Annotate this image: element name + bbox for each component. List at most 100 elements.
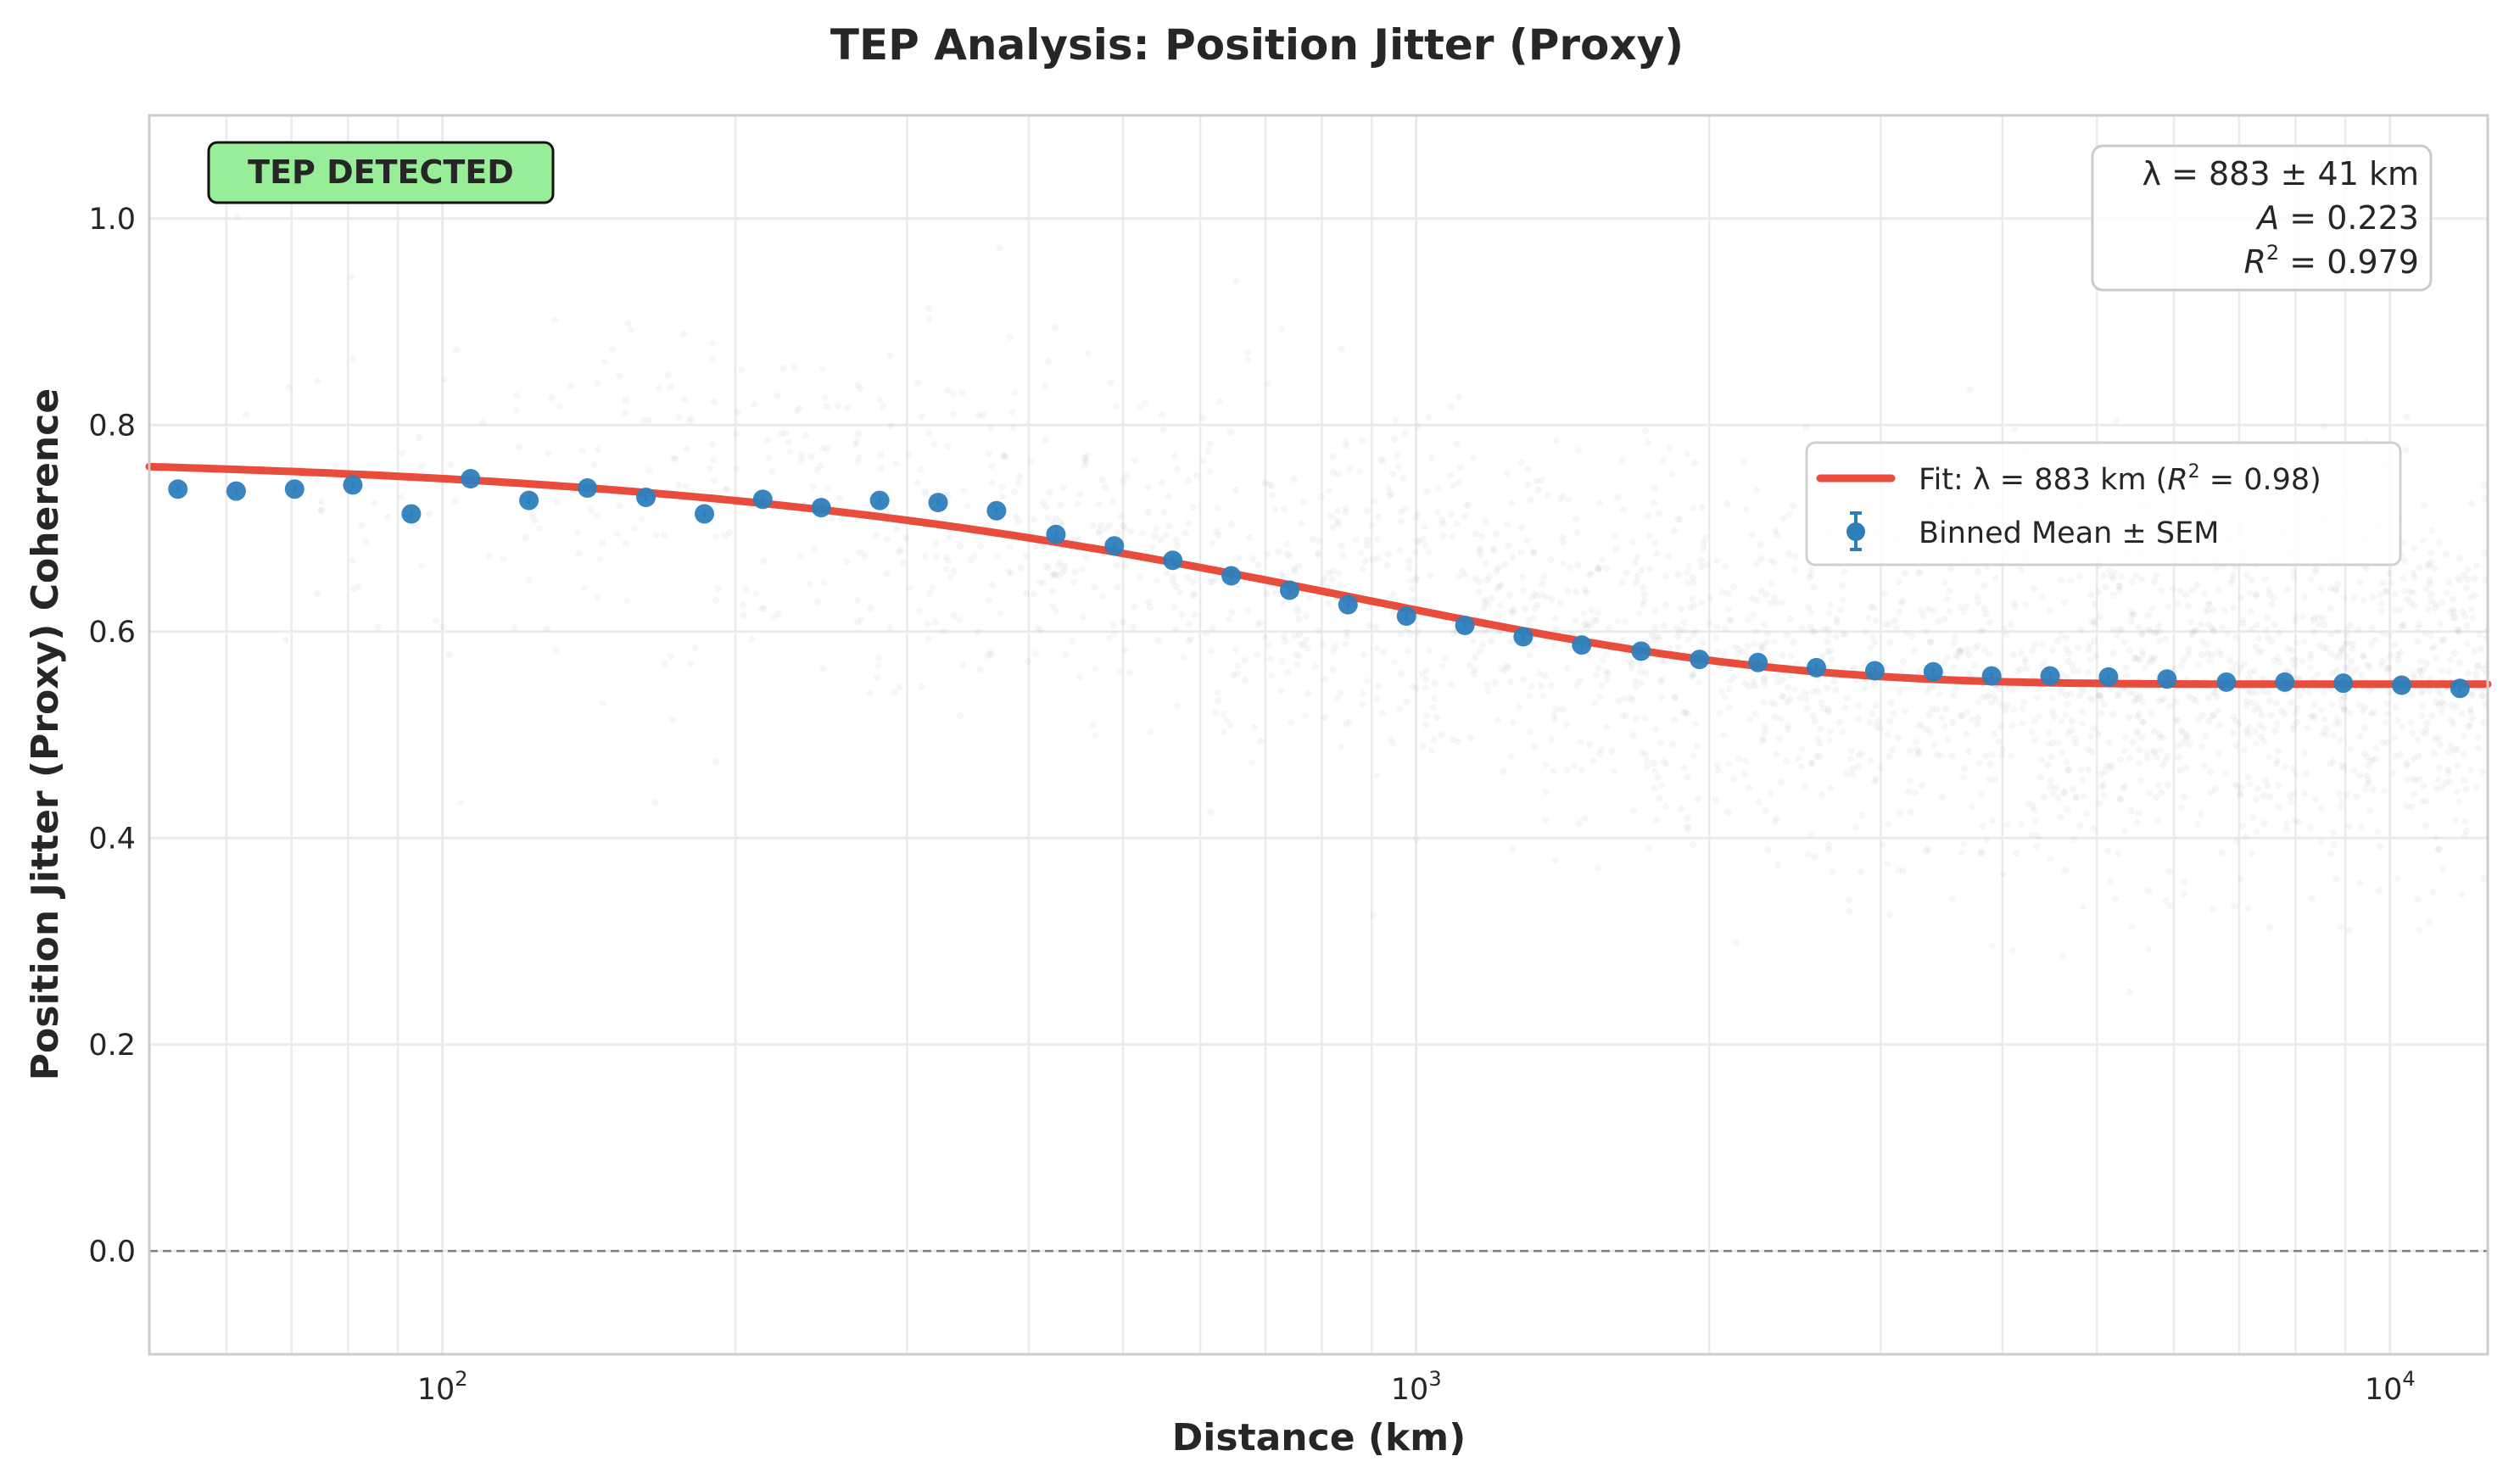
raw-pair-point xyxy=(2411,674,2419,682)
raw-pair-point xyxy=(820,578,828,586)
raw-pair-point xyxy=(946,533,953,541)
raw-pair-point xyxy=(2033,842,2041,850)
raw-pair-point xyxy=(1858,750,1865,757)
raw-pair-point xyxy=(2300,638,2308,645)
raw-pair-point xyxy=(2076,823,2084,830)
raw-pair-point xyxy=(1115,528,1122,536)
raw-pair-point xyxy=(2336,652,2343,660)
raw-pair-point xyxy=(2154,817,2162,824)
raw-pair-point xyxy=(1930,741,1938,748)
raw-pair-point xyxy=(623,397,629,404)
raw-pair-point xyxy=(2133,730,2141,737)
raw-pair-point xyxy=(2379,739,2386,746)
raw-pair-point xyxy=(1944,736,1952,744)
raw-pair-point xyxy=(2019,720,2026,727)
raw-pair-point xyxy=(2126,988,2133,996)
raw-pair-point xyxy=(2327,631,2335,638)
raw-pair-point xyxy=(2085,646,2092,654)
raw-pair-point xyxy=(1199,457,1207,465)
x-axis-label: Distance (km) xyxy=(1172,1416,1466,1459)
raw-pair-point xyxy=(587,506,595,514)
raw-pair-point xyxy=(1833,616,1841,623)
raw-pair-point xyxy=(1666,444,1673,452)
raw-pair-point xyxy=(1619,712,1627,720)
raw-pair-point xyxy=(1825,630,1832,638)
raw-pair-point xyxy=(2355,701,2363,708)
raw-pair-point xyxy=(2079,720,2086,727)
raw-pair-point xyxy=(2258,711,2265,718)
raw-pair-point xyxy=(1359,700,1366,708)
raw-pair-point xyxy=(2063,645,2070,653)
raw-pair-point xyxy=(2207,789,2215,796)
raw-pair-point xyxy=(1280,633,1288,640)
raw-pair-point xyxy=(1392,416,1399,423)
raw-pair-point xyxy=(1495,583,1503,590)
raw-pair-point xyxy=(2115,587,2123,594)
raw-pair-point xyxy=(947,573,954,581)
raw-pair-point xyxy=(900,559,907,566)
raw-pair-point xyxy=(1041,543,1048,550)
raw-pair-point xyxy=(2258,734,2265,740)
raw-pair-point xyxy=(2463,622,2471,629)
raw-pair-point xyxy=(1563,767,1571,773)
raw-pair-point xyxy=(2297,691,2304,699)
raw-pair-point xyxy=(1433,714,1441,722)
raw-pair-point xyxy=(1773,672,1780,680)
raw-pair-point xyxy=(2243,833,2250,840)
raw-pair-point xyxy=(1871,680,1879,687)
raw-pair-point xyxy=(1887,700,1895,707)
raw-pair-point xyxy=(2475,734,2482,741)
raw-pair-point xyxy=(2204,641,2211,649)
raw-pair-point xyxy=(1641,750,1649,758)
raw-pair-point xyxy=(349,585,357,593)
raw-pair-point xyxy=(925,429,933,437)
raw-pair-point xyxy=(2146,659,2154,667)
raw-pair-point xyxy=(2260,737,2268,745)
raw-pair-point xyxy=(1604,669,1612,677)
raw-pair-point xyxy=(2090,638,2098,645)
raw-pair-point xyxy=(1695,795,1702,803)
raw-pair-point xyxy=(1296,631,1303,639)
raw-pair-point xyxy=(1147,728,1154,736)
raw-pair-point xyxy=(874,673,881,681)
raw-pair-point xyxy=(594,446,601,454)
raw-pair-point xyxy=(986,649,994,656)
raw-pair-point xyxy=(2260,724,2267,732)
raw-pair-point xyxy=(1346,466,1354,473)
binned-point xyxy=(343,475,363,495)
raw-pair-point xyxy=(1885,821,1892,828)
raw-pair-point xyxy=(2120,747,2128,755)
raw-pair-point xyxy=(2081,687,2087,695)
raw-pair-point xyxy=(1854,701,1862,709)
raw-pair-point xyxy=(2068,717,2075,725)
raw-pair-point xyxy=(623,597,631,605)
raw-pair-point xyxy=(2047,784,2054,791)
raw-pair-point xyxy=(2022,600,2030,608)
raw-pair-point xyxy=(1389,610,1397,617)
fit-curve xyxy=(145,462,2492,689)
raw-pair-point xyxy=(2122,664,2130,672)
raw-pair-point xyxy=(2464,639,2471,647)
raw-pair-point xyxy=(2274,653,2282,661)
raw-pair-point xyxy=(2336,790,2344,797)
raw-pair-point xyxy=(1748,594,1756,602)
raw-pair-point xyxy=(578,447,586,455)
raw-pair-point xyxy=(1999,746,2007,753)
raw-pair-point xyxy=(1434,509,1442,516)
raw-pair-point xyxy=(2304,689,2312,696)
raw-pair-point xyxy=(1807,609,1815,616)
raw-pair-point xyxy=(1977,848,1985,856)
raw-pair-point xyxy=(1725,761,1733,768)
raw-pair-point xyxy=(2107,763,2115,771)
raw-pair-point xyxy=(2116,582,2124,589)
raw-pair-point xyxy=(1261,479,1268,487)
raw-pair-point xyxy=(1235,555,1243,561)
raw-pair-point xyxy=(2030,584,2037,592)
raw-pair-point xyxy=(798,451,806,458)
raw-pair-point xyxy=(2063,758,2070,766)
raw-pair-point xyxy=(1618,578,1626,586)
raw-pair-point xyxy=(1603,676,1611,683)
raw-pair-point xyxy=(2054,795,2062,802)
raw-pair-point xyxy=(2232,742,2240,750)
raw-pair-point xyxy=(1975,714,1982,722)
